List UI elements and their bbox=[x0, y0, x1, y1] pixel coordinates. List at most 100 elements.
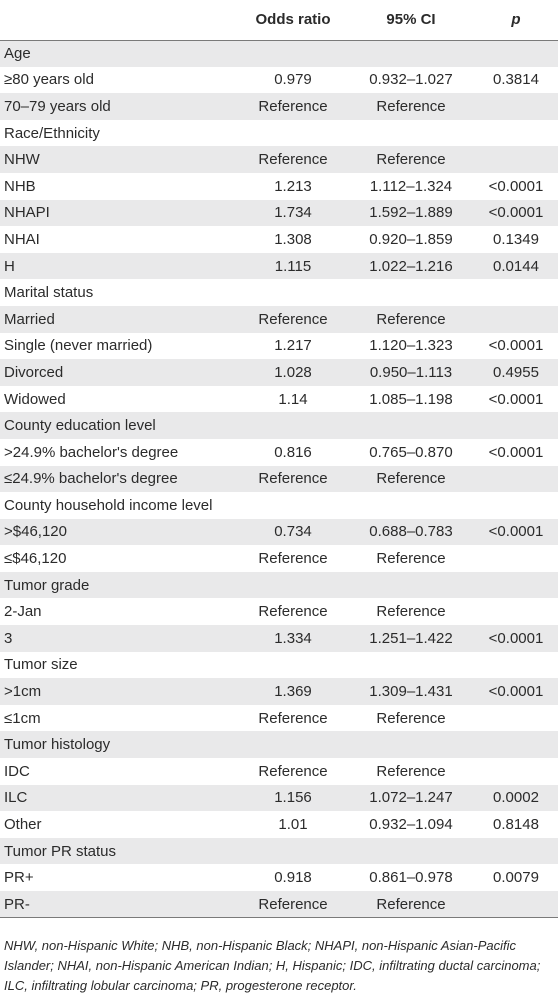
odds-ratio-cell: 1.334 bbox=[274, 629, 312, 647]
p-value-cell bbox=[474, 758, 558, 785]
table-row: County household income level bbox=[0, 492, 558, 519]
header-odds-ratio: Odds ratio bbox=[238, 0, 348, 41]
table-row: NHAPI 1.734 1.592–1.889 <0.0001 bbox=[0, 199, 558, 227]
ci-cell: Reference bbox=[376, 550, 446, 568]
ci-cell bbox=[348, 40, 474, 67]
ci-cell: Reference bbox=[376, 151, 446, 169]
row-label: H bbox=[4, 257, 15, 275]
table-row: 3 1.334 1.251–1.422 <0.0001 bbox=[0, 625, 558, 652]
ci-cell: 0.950–1.113 bbox=[369, 363, 453, 381]
ci-cell: Reference bbox=[376, 470, 446, 488]
row-label: >1cm bbox=[4, 683, 42, 701]
table-row: Single (never married) 1.217 1.120–1.323 <0… bbox=[0, 332, 558, 360]
odds-ratio-cell: Reference bbox=[238, 891, 348, 919]
odds-ratio-cell bbox=[238, 412, 348, 439]
table-body: Age ≥80 years old 0.979 0.932–1.027 0.3814 70… bbox=[0, 40, 558, 919]
table-row: Age bbox=[0, 40, 558, 67]
odds-ratio-cell: Reference bbox=[258, 762, 328, 780]
table-row: Married Reference Reference bbox=[0, 305, 558, 333]
table-footnote: NHW, non-Hispanic White; NHB, non-Hispan… bbox=[4, 938, 541, 993]
ci-cell: 1.309–1.431 bbox=[369, 683, 453, 701]
ci-cell: Reference bbox=[348, 891, 474, 919]
ci-cell: Reference bbox=[376, 709, 446, 727]
table-row: >$46,120 0.734 0.688–0.783 <0.0001 bbox=[0, 518, 558, 546]
row-label: Other bbox=[4, 816, 42, 834]
odds-ratio-cell: 0.918 bbox=[274, 869, 312, 887]
table-row: IDC Reference Reference bbox=[0, 758, 558, 785]
ci-cell: 1.592–1.889 bbox=[369, 204, 453, 222]
ci-cell: 0.932–1.027 bbox=[369, 71, 453, 89]
p-value-cell: <0.0001 bbox=[488, 443, 544, 461]
p-value-cell bbox=[474, 279, 558, 306]
p-value-cell: <0.0001 bbox=[488, 523, 544, 541]
p-value-cell bbox=[474, 572, 558, 599]
table-row: NHB 1.213 1.112–1.324 <0.0001 bbox=[0, 172, 558, 200]
ci-cell: Reference bbox=[376, 762, 446, 780]
odds-ratio-cell bbox=[238, 838, 348, 865]
ci-cell: 1.112–1.324 bbox=[369, 177, 453, 195]
table-row: ILC 1.156 1.072–1.247 0.0002 bbox=[0, 784, 558, 812]
p-value-cell: 0.1349 bbox=[493, 230, 539, 248]
table-row: Other 1.01 0.932–1.094 0.8148 bbox=[0, 811, 558, 838]
row-label: Race/Ethnicity bbox=[4, 124, 100, 142]
p-value-cell: 0.0079 bbox=[493, 869, 539, 887]
row-label: Tumor histology bbox=[4, 736, 111, 754]
table-row: PR+ 0.918 0.861–0.978 0.0079 bbox=[0, 864, 558, 891]
p-value-cell bbox=[474, 93, 558, 120]
p-value-cell: <0.0001 bbox=[488, 337, 544, 355]
table-row: >1cm 1.369 1.309–1.431 <0.0001 bbox=[0, 678, 558, 705]
odds-ratio-cell: Reference bbox=[258, 470, 328, 488]
odds-ratio-cell: 1.217 bbox=[274, 337, 312, 355]
odds-ratio-cell: Reference bbox=[258, 603, 328, 621]
p-value-cell: <0.0001 bbox=[488, 629, 544, 647]
odds-ratio-cell: Reference bbox=[258, 550, 328, 568]
p-value-cell: 0.0144 bbox=[493, 257, 539, 275]
p-value-cell: 0.3814 bbox=[493, 71, 539, 89]
table-row: ≤$46,120 Reference Reference bbox=[0, 545, 558, 572]
row-label: Single (never married) bbox=[4, 337, 153, 355]
table-row: Tumor size bbox=[0, 651, 558, 679]
ci-cell: 0.920–1.859 bbox=[369, 230, 453, 248]
ci-cell bbox=[348, 492, 474, 519]
ci-cell bbox=[348, 731, 474, 758]
odds-ratio-cell: Reference bbox=[258, 709, 328, 727]
row-label: Tumor PR status bbox=[4, 842, 116, 860]
row-label: PR- bbox=[0, 891, 238, 919]
table-row: PR- Reference Reference bbox=[0, 891, 558, 919]
ci-cell: 1.022–1.216 bbox=[369, 257, 453, 275]
ci-cell: 0.861–0.978 bbox=[369, 869, 453, 887]
ci-cell bbox=[348, 838, 474, 865]
p-value-cell bbox=[474, 40, 558, 67]
odds-ratio-cell: 0.816 bbox=[274, 443, 312, 461]
row-label: Tumor size bbox=[4, 656, 78, 674]
table-row: Widowed 1.14 1.085–1.198 <0.0001 bbox=[0, 385, 558, 413]
p-value-cell bbox=[474, 492, 558, 519]
header-ci: 95% CI bbox=[348, 0, 474, 41]
table-row: NHW Reference Reference bbox=[0, 146, 558, 173]
odds-ratio-cell: 0.979 bbox=[274, 71, 312, 89]
table-row: H 1.115 1.022–1.216 0.0144 bbox=[0, 252, 558, 280]
odds-ratio-cell bbox=[238, 572, 348, 599]
row-label: NHB bbox=[4, 177, 36, 195]
odds-ratio-cell: Reference bbox=[258, 151, 328, 169]
row-label: NHAI bbox=[4, 230, 40, 248]
p-value-cell bbox=[474, 838, 558, 865]
row-label: ≤1cm bbox=[4, 709, 41, 727]
odds-ratio-cell: 1.369 bbox=[274, 683, 312, 701]
table-row: 2-Jan Reference Reference bbox=[0, 598, 558, 626]
row-label: 2-Jan bbox=[4, 603, 42, 621]
row-label: County household income level bbox=[4, 496, 213, 514]
row-label: Married bbox=[4, 310, 55, 328]
row-label: ILC bbox=[4, 789, 28, 807]
row-label: ≤$46,120 bbox=[4, 550, 67, 568]
table-row: County education level bbox=[0, 412, 558, 439]
table-row: Tumor histology bbox=[0, 731, 558, 759]
table-row: Race/Ethnicity bbox=[0, 119, 558, 147]
table-row: Tumor grade bbox=[0, 571, 558, 599]
p-value-cell bbox=[474, 705, 558, 732]
row-label: PR+ bbox=[4, 869, 34, 887]
p-value-cell bbox=[474, 731, 558, 758]
odds-ratio-cell: 1.734 bbox=[274, 204, 312, 222]
row-label: 3 bbox=[4, 629, 13, 647]
p-value-cell: <0.0001 bbox=[488, 683, 544, 701]
